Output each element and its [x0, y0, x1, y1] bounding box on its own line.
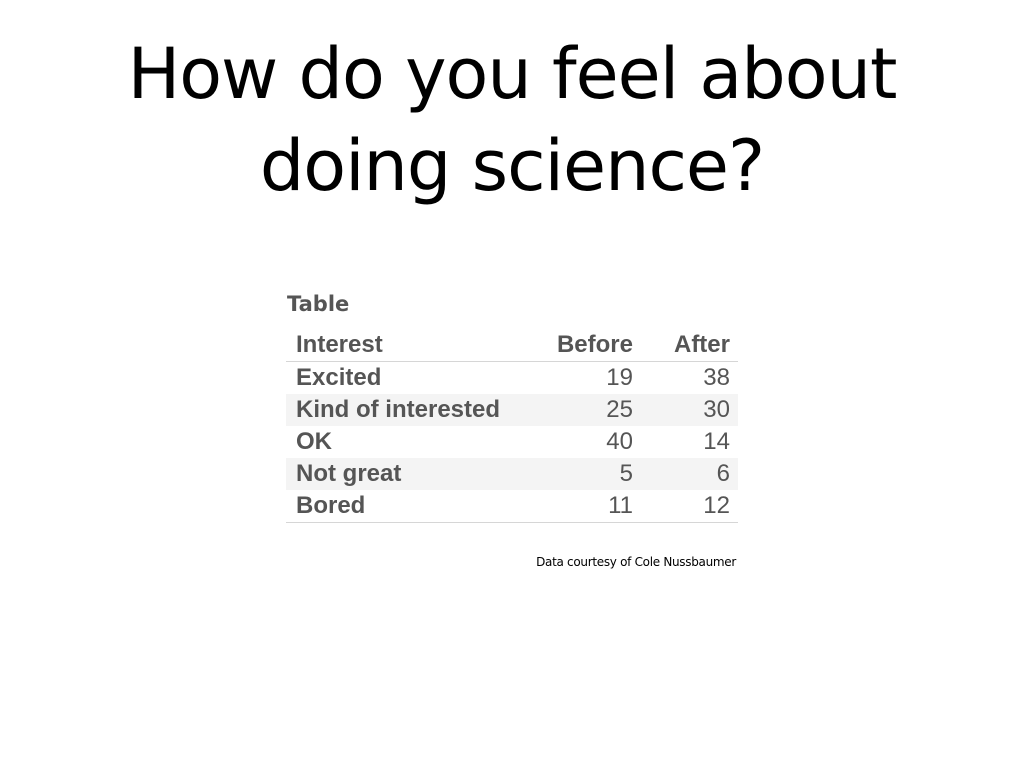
title-line-1: How do you feel about — [127, 33, 898, 115]
data-credit: Data courtesy of Cole Nussbaumer — [536, 555, 736, 569]
table-header-row: Interest Before After — [286, 329, 738, 362]
after-value: 30 — [641, 394, 738, 426]
table-row: Bored 11 12 — [286, 490, 738, 523]
header-before: Before — [536, 329, 641, 362]
title-line-2: doing science? — [259, 125, 765, 207]
header-after: After — [641, 329, 738, 362]
before-value: 25 — [536, 394, 641, 426]
row-label: Excited — [296, 364, 382, 391]
table-row: OK 40 14 — [286, 426, 738, 458]
interest-table: Interest Before After Excited 19 38 Kind… — [286, 329, 738, 523]
table-caption: Table — [287, 292, 350, 316]
before-value: 19 — [606, 364, 633, 391]
slide-title: How do you feel about doing science? — [0, 28, 1024, 212]
header-interest: Interest — [286, 329, 536, 362]
after-value: 6 — [641, 458, 738, 490]
after-value: 12 — [641, 490, 738, 523]
row-label: OK — [296, 428, 332, 455]
row-label: Bored — [286, 490, 536, 523]
table-row: Excited 19 38 — [286, 362, 738, 395]
before-value: 11 — [536, 490, 641, 523]
row-label: Kind of interested — [286, 394, 536, 426]
after-value: 38 — [703, 364, 730, 391]
before-value: 5 — [536, 458, 641, 490]
before-value: 40 — [606, 428, 633, 455]
row-label: Not great — [286, 458, 536, 490]
table-row: Not great 5 6 — [286, 458, 738, 490]
table-row: Kind of interested 25 30 — [286, 394, 738, 426]
after-value: 14 — [703, 428, 730, 455]
